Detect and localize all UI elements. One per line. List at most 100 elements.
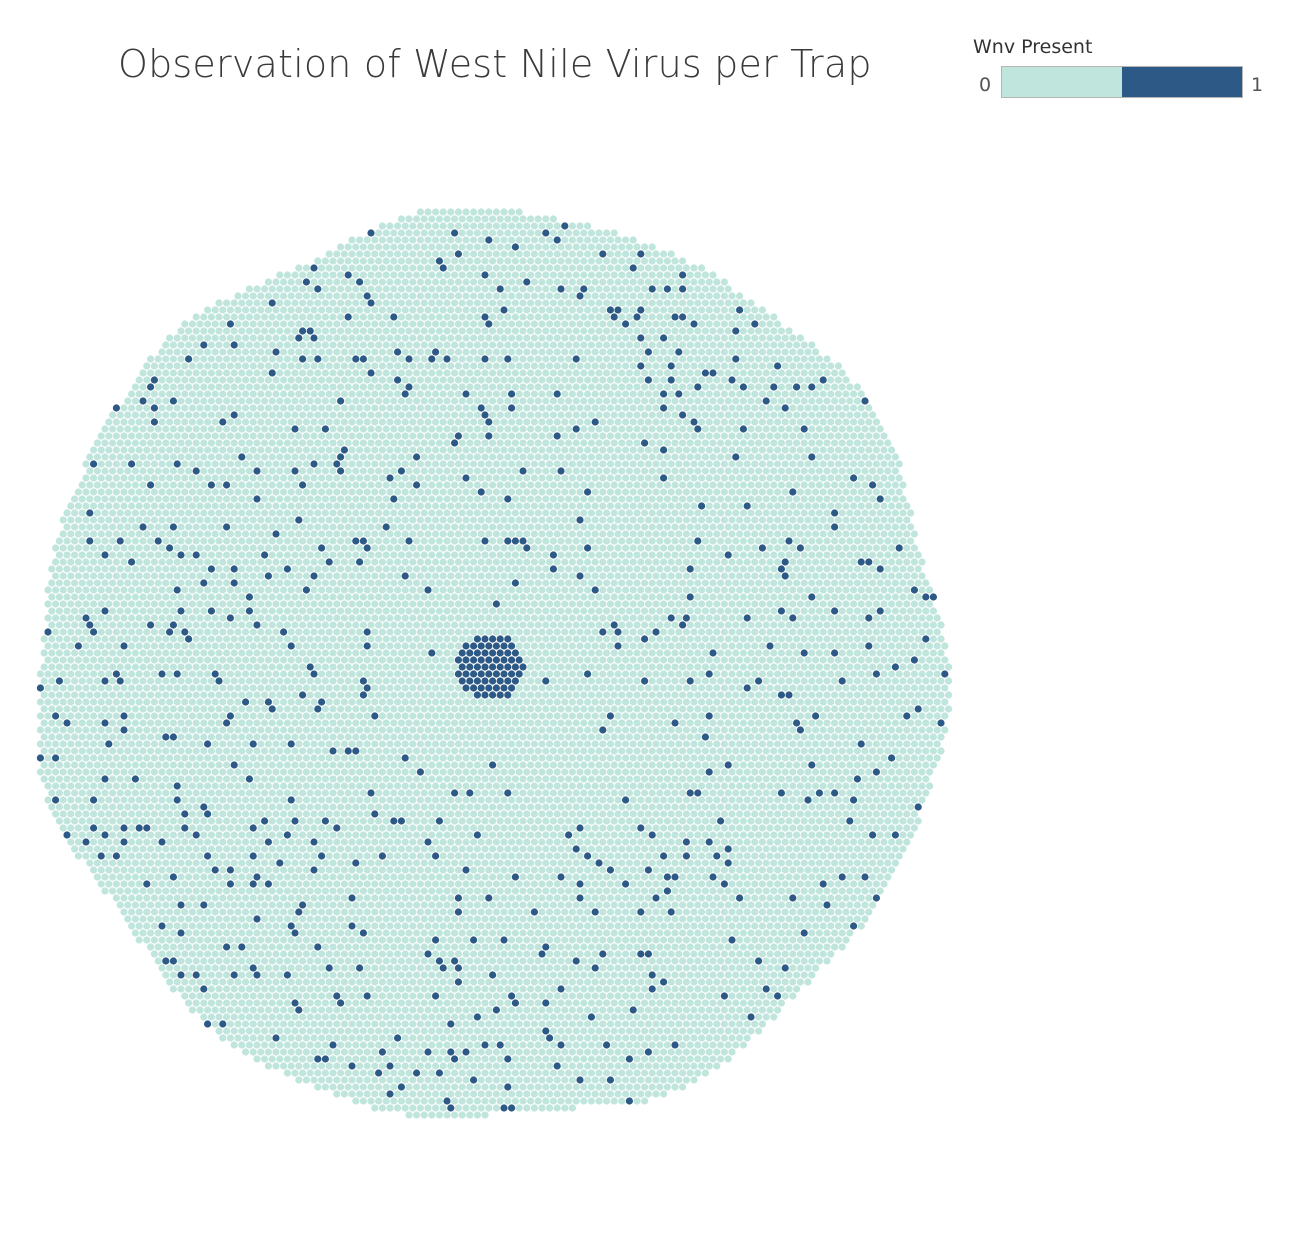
trap-dot-negative[interactable] (371, 292, 379, 300)
trap-dot-negative[interactable] (538, 292, 546, 300)
trap-dot-negative[interactable] (257, 488, 265, 496)
trap-dot-negative[interactable] (105, 474, 113, 482)
trap-dot-negative[interactable] (618, 397, 626, 405)
trap-dot-negative[interactable] (557, 257, 565, 265)
trap-dot-negative[interactable] (245, 509, 253, 517)
trap-dot-negative[interactable] (318, 600, 326, 608)
trap-dot-negative[interactable] (318, 348, 326, 356)
trap-dot-negative[interactable] (173, 530, 181, 538)
trap-dot-negative[interactable] (914, 551, 922, 559)
trap-dot-negative[interactable] (280, 306, 288, 314)
trap-dot-negative[interactable] (546, 348, 554, 356)
trap-dot-negative[interactable] (606, 460, 615, 468)
trap-dot-negative[interactable] (857, 404, 865, 412)
trap-dot-negative[interactable] (777, 523, 786, 531)
trap-dot-negative[interactable] (534, 285, 542, 293)
trap-dot-negative[interactable] (416, 362, 424, 370)
trap-dot-negative[interactable] (86, 551, 94, 559)
trap-dot-negative[interactable] (489, 453, 497, 461)
trap-dot-negative[interactable] (124, 411, 132, 419)
trap-dot-negative[interactable] (116, 565, 124, 573)
trap-dot-negative[interactable] (796, 558, 805, 566)
trap-dot-negative[interactable] (166, 404, 174, 412)
trap-dot-negative[interactable] (834, 418, 843, 426)
trap-dot-negative[interactable] (378, 572, 386, 580)
trap-dot-negative[interactable] (462, 334, 470, 342)
trap-dot-negative[interactable] (416, 376, 424, 384)
trap-dot-positive[interactable] (367, 229, 375, 237)
trap-dot-negative[interactable] (736, 446, 744, 454)
trap-dot-negative[interactable] (663, 355, 672, 363)
trap-dot-negative[interactable] (584, 446, 592, 454)
trap-dot-negative[interactable] (200, 313, 208, 321)
trap-dot-negative[interactable] (686, 313, 694, 321)
trap-dot-negative[interactable] (580, 327, 588, 335)
trap-dot-negative[interactable] (846, 537, 854, 545)
trap-dot-negative[interactable] (401, 404, 409, 412)
trap-dot-negative[interactable] (238, 523, 246, 531)
trap-dot-negative[interactable] (200, 467, 208, 475)
trap-dot-negative[interactable] (382, 411, 390, 419)
trap-dot-negative[interactable] (378, 404, 386, 412)
trap-dot-negative[interactable] (827, 362, 835, 370)
trap-dot-negative[interactable] (462, 264, 470, 272)
trap-dot-negative[interactable] (283, 537, 291, 545)
trap-dot-negative[interactable] (728, 432, 736, 440)
trap-dot-negative[interactable] (416, 572, 424, 580)
trap-dot-negative[interactable] (473, 341, 481, 349)
trap-dot-negative[interactable] (435, 341, 443, 349)
trap-dot-positive[interactable] (169, 523, 177, 531)
trap-dot-negative[interactable] (405, 467, 413, 475)
trap-dot-negative[interactable] (496, 397, 504, 405)
trap-dot-negative[interactable] (553, 460, 561, 468)
trap-dot-negative[interactable] (71, 565, 79, 573)
trap-dot-negative[interactable] (709, 481, 717, 489)
trap-dot-negative[interactable] (454, 488, 462, 496)
trap-dot-negative[interactable] (728, 292, 736, 300)
trap-dot-negative[interactable] (321, 509, 329, 517)
trap-dot-negative[interactable] (276, 355, 284, 363)
trap-dot-negative[interactable] (747, 383, 755, 391)
trap-dot-negative[interactable] (375, 313, 383, 321)
trap-dot-negative[interactable] (576, 432, 584, 440)
trap-dot-negative[interactable] (409, 264, 417, 272)
trap-dot-negative[interactable] (90, 446, 98, 454)
trap-dot-negative[interactable] (318, 446, 326, 454)
trap-dot-negative[interactable] (325, 362, 333, 370)
trap-dot-negative[interactable] (861, 565, 869, 573)
trap-dot-negative[interactable] (891, 537, 900, 545)
trap-dot-negative[interactable] (861, 481, 869, 489)
trap-dot-positive[interactable] (314, 285, 322, 293)
trap-dot-negative[interactable] (318, 516, 326, 524)
trap-dot-negative[interactable] (166, 530, 174, 538)
trap-dot-negative[interactable] (553, 250, 561, 258)
trap-dot-negative[interactable] (287, 390, 295, 398)
trap-dot-negative[interactable] (192, 327, 200, 335)
trap-dot-negative[interactable] (755, 355, 763, 363)
trap-dot-negative[interactable] (454, 404, 462, 412)
trap-dot-negative[interactable] (432, 586, 440, 594)
trap-dot-negative[interactable] (770, 439, 778, 447)
trap-dot-negative[interactable] (318, 558, 326, 566)
trap-dot-negative[interactable] (511, 229, 519, 237)
trap-dot-negative[interactable] (918, 558, 926, 566)
trap-dot-negative[interactable] (489, 257, 497, 265)
trap-dot-negative[interactable] (409, 236, 417, 244)
trap-dot-negative[interactable] (314, 537, 322, 545)
trap-dot-negative[interactable] (568, 306, 577, 314)
trap-dot-negative[interactable] (618, 509, 626, 517)
trap-dot-negative[interactable] (139, 369, 147, 377)
trap-dot-negative[interactable] (492, 264, 500, 272)
trap-dot-negative[interactable] (359, 313, 367, 321)
trap-dot-negative[interactable] (416, 418, 424, 426)
trap-dot-negative[interactable] (367, 467, 375, 475)
trap-dot-negative[interactable] (52, 600, 60, 608)
trap-dot-negative[interactable] (766, 474, 774, 482)
trap-dot-negative[interactable] (907, 579, 915, 587)
trap-dot-negative[interactable] (652, 586, 660, 594)
trap-dot-negative[interactable] (439, 516, 447, 524)
trap-dot-negative[interactable] (169, 495, 177, 503)
trap-dot-positive[interactable] (462, 390, 470, 398)
trap-dot-negative[interactable] (568, 404, 577, 412)
trap-dot-negative[interactable] (272, 586, 280, 594)
